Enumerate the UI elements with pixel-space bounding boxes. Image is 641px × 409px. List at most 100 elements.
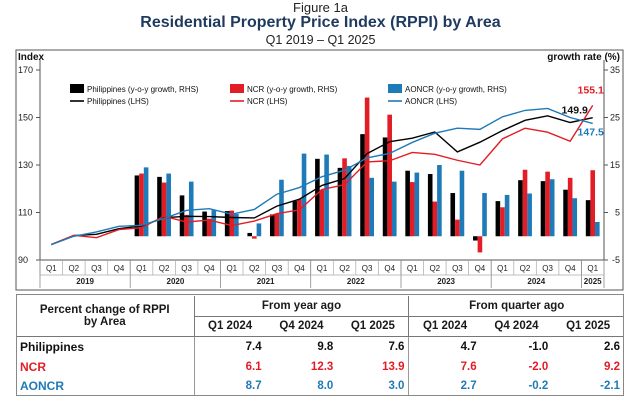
bar-ncr xyxy=(319,189,325,237)
bar-aoncr xyxy=(572,198,578,237)
bar-ncr xyxy=(455,219,460,237)
line-philippines xyxy=(51,115,593,246)
table-row-header: Percent change of RPPI by Area xyxy=(16,296,194,338)
table-cell: 4.7 xyxy=(408,336,481,357)
bar-aoncr xyxy=(391,181,397,237)
bar-aoncr xyxy=(527,193,532,237)
table-cell: 8.7 xyxy=(193,376,266,396)
x-tick-quarter: Q1 xyxy=(136,264,147,273)
x-tick-quarter: Q2 xyxy=(68,264,79,273)
x-tick-quarter: Q2 xyxy=(159,264,170,273)
bar-aoncr xyxy=(211,210,217,237)
bar-ncr xyxy=(252,236,257,239)
right-tick-label: -5 xyxy=(612,255,620,265)
table-row: AONCR 8.7 8.0 3.0 2.7 -0.2 -2.1 xyxy=(16,376,624,396)
bar-ncr xyxy=(500,207,505,237)
table-column-header: Q1 2025 xyxy=(337,316,409,338)
bar-ncr xyxy=(432,201,438,237)
x-tick-quarter: Q1 xyxy=(407,264,418,273)
legend-label-line: Philippines (LHS) xyxy=(87,97,149,106)
table-row-label: Philippines xyxy=(20,340,85,355)
bar-ncr xyxy=(567,177,573,237)
bar-philippines xyxy=(540,181,546,237)
bar-philippines xyxy=(134,175,140,237)
bar-aoncr xyxy=(324,154,329,237)
table-row-label: NCR xyxy=(20,359,46,374)
left-axis-label: Index xyxy=(18,52,45,63)
x-tick-quarter: Q1 xyxy=(226,264,237,273)
chart-title: Residential Property Price Index (RPPI) … xyxy=(140,14,501,31)
bar-philippines xyxy=(269,214,275,237)
bar-ncr xyxy=(161,182,167,237)
bar-aoncr xyxy=(166,173,171,237)
legend-label-line: AONCR (LHS) xyxy=(405,97,457,106)
bar-philippines xyxy=(157,176,162,237)
bar-aoncr xyxy=(482,193,487,237)
x-tick-quarter: Q4 xyxy=(565,264,576,273)
bar-ncr xyxy=(590,170,596,237)
bar-aoncr xyxy=(143,167,149,237)
bar-ncr xyxy=(522,169,528,237)
x-tick-year: 2019 xyxy=(76,277,94,286)
table-cell: -0.2 xyxy=(528,380,549,393)
x-tick-year: 2020 xyxy=(167,277,185,286)
left-tick-label: 90 xyxy=(18,255,28,265)
x-tick-year: 2023 xyxy=(437,277,455,286)
bar-aoncr xyxy=(279,179,284,237)
line-aoncr xyxy=(51,107,593,246)
rppi-chart: Index growth rate (%) 90 110 130 150 170 -5 5… xyxy=(15,49,624,291)
bar-philippines xyxy=(360,134,365,237)
legend-label-line: NCR (LHS) xyxy=(247,97,288,106)
bar-aoncr xyxy=(549,179,555,237)
x-tick-quarter: Q1 xyxy=(46,264,57,273)
x-tick-quarter: Q2 xyxy=(520,264,531,273)
table-cell: -1.0 xyxy=(528,341,549,354)
bar-aoncr xyxy=(188,181,194,237)
bar-ncr xyxy=(274,213,280,237)
bar-philippines xyxy=(450,193,456,237)
bar-ncr xyxy=(297,199,302,237)
bar-aoncr xyxy=(346,165,352,237)
bar-philippines xyxy=(292,201,298,237)
x-tick-quarter: Q1 xyxy=(497,264,508,273)
bar-aoncr xyxy=(437,165,442,237)
chart-subtitle: Q1 2019 – Q1 2025 xyxy=(265,33,376,47)
right-tick-label: 15 xyxy=(610,160,620,170)
table-cell: 9.8 xyxy=(317,341,334,354)
figure-label: Figure 1a xyxy=(293,0,348,15)
table-column-header: Q1 2024 xyxy=(193,316,266,338)
x-tick-quarter: Q4 xyxy=(204,264,215,273)
bar-ncr xyxy=(184,214,189,237)
group-quarter-ago: From quarter ago xyxy=(408,296,624,317)
legend-swatch-bar xyxy=(70,84,84,93)
bar-ncr xyxy=(342,158,347,237)
table-cell: 2.7 xyxy=(408,376,481,396)
bar-philippines xyxy=(315,158,320,237)
legend-label-bar: NCR (y-o-y growth, RHS) xyxy=(247,85,338,94)
x-tick-quarter: Q3 xyxy=(542,264,553,273)
bar-ncr xyxy=(409,182,415,237)
right-tick-label: 35 xyxy=(610,65,620,75)
table-cell: 8.0 xyxy=(317,380,334,393)
legend-swatch-bar xyxy=(230,84,244,93)
x-tick-year: 2021 xyxy=(257,277,275,286)
table-cell: 9.2 xyxy=(604,360,620,373)
bar-aoncr xyxy=(459,170,465,237)
bar-philippines xyxy=(495,201,501,237)
x-tick-quarter: Q2 xyxy=(429,264,440,273)
bar-aoncr xyxy=(595,222,600,237)
table-row: Philippines 7.4 9.8 7.6 4.7 -1.0 2.6 xyxy=(16,336,624,357)
x-tick-quarter: Q4 xyxy=(384,264,395,273)
plot-frame xyxy=(15,49,624,291)
table-cell: 7.4 xyxy=(193,336,266,357)
x-tick-quarter: Q1 xyxy=(587,264,598,273)
bar-philippines xyxy=(405,170,410,237)
bar-ncr xyxy=(139,173,144,237)
bar-philippines xyxy=(224,211,230,237)
x-tick-quarter: Q2 xyxy=(249,264,260,273)
table-cell: 12.3 xyxy=(310,360,334,373)
bar-aoncr xyxy=(504,194,510,237)
table-column-header: Q1 2024 xyxy=(408,316,481,338)
x-tick-year: 2025 xyxy=(584,277,602,286)
data-label-aoncr: 147.5 xyxy=(578,126,604,138)
